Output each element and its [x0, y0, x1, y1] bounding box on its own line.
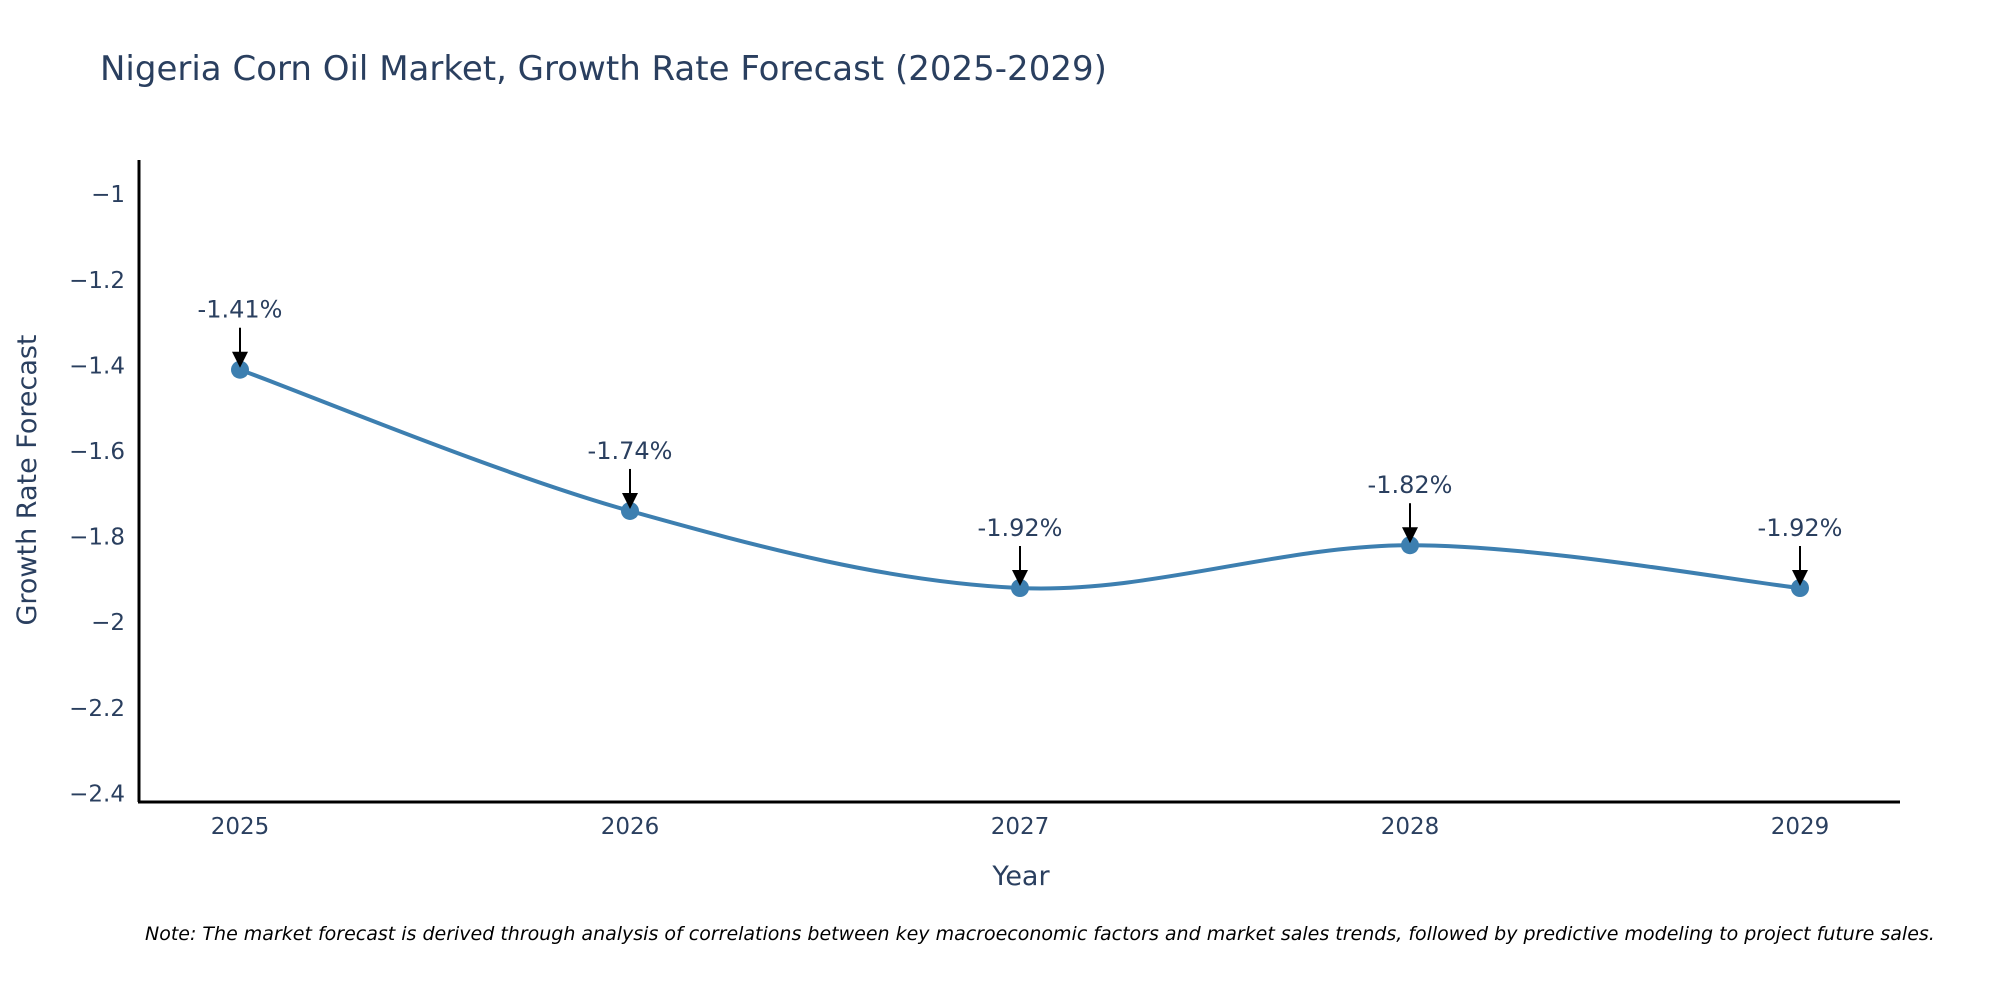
- annotation-arrowhead: [1012, 570, 1028, 586]
- data-point: [1401, 536, 1419, 555]
- annotation-arrowhead: [622, 492, 638, 509]
- y-tick-label: −1.6: [69, 439, 125, 465]
- data-label: -1.92%: [1758, 514, 1843, 542]
- y-tick-label: −2.4: [69, 781, 125, 807]
- y-axis-ticks: −1 −1.2 −1.4 −1.6 −1.8 −2 −2.2 −2.4: [69, 182, 125, 807]
- x-tick-label: 2026: [601, 814, 660, 840]
- y-tick-label: −1.4: [69, 353, 125, 379]
- data-label: -1.41%: [198, 296, 283, 324]
- annotation-arrowhead: [1792, 570, 1808, 586]
- data-label: -1.74%: [588, 437, 673, 465]
- x-tick-label: 2027: [991, 814, 1050, 840]
- x-tick-label: 2028: [1381, 814, 1440, 840]
- data-point: [1791, 579, 1809, 597]
- y-tick-label: −1: [91, 182, 125, 208]
- y-tick-label: −2: [91, 610, 125, 636]
- footnote: Note: The market forecast is derived thr…: [145, 923, 1935, 945]
- y-axis-title: Growth Rate Forecast: [12, 334, 43, 625]
- data-point: [231, 360, 249, 379]
- data-point: [621, 501, 639, 520]
- y-tick-label: −1.2: [69, 268, 125, 294]
- y-tick-label: −1.8: [69, 525, 125, 551]
- data-label: -1.82%: [1368, 471, 1453, 499]
- chart-title: Nigeria Corn Oil Market, Growth Rate For…: [100, 49, 1107, 89]
- data-points: [231, 360, 1809, 597]
- annotation-arrowhead: [232, 351, 248, 368]
- x-tick-label: 2025: [211, 814, 270, 840]
- x-tick-label: 2029: [1771, 814, 1830, 840]
- x-axis-title: Year: [991, 861, 1050, 892]
- data-label: -1.92%: [978, 514, 1063, 542]
- data-annotations: -1.41% -1.74% -1.92% -1.82% -1.92%: [198, 296, 1843, 586]
- annotation-arrowhead: [1402, 527, 1418, 544]
- y-tick-label: −2.2: [69, 696, 125, 722]
- data-point: [1011, 579, 1029, 597]
- x-axis-ticks: 2025 2026 2027 2028 2029: [211, 814, 1830, 840]
